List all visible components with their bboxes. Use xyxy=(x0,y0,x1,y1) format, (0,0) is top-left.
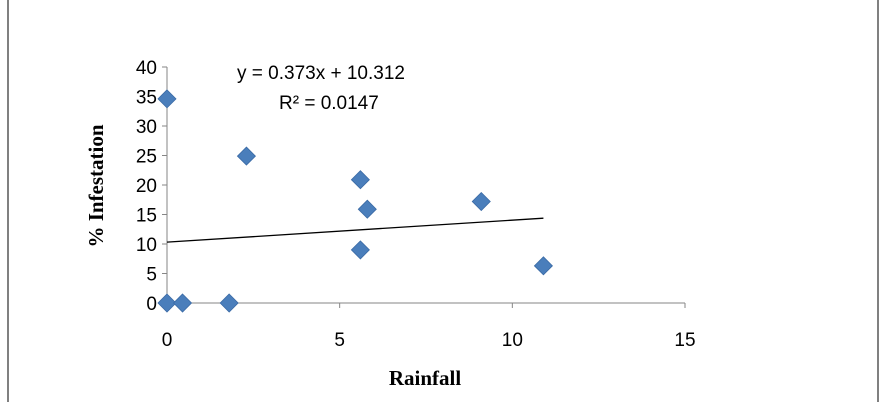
data-point xyxy=(219,293,239,313)
data-point xyxy=(350,170,370,190)
y-tick-label: 5 xyxy=(146,265,157,286)
x-tick-group: 0 5 10 15 xyxy=(162,303,696,351)
y-tick-label: 35 xyxy=(136,88,157,109)
y-tick-label: 0 xyxy=(146,294,157,315)
x-axis-title: Rainfall xyxy=(389,366,462,390)
data-point xyxy=(157,89,177,109)
data-point xyxy=(236,146,256,166)
data-points xyxy=(157,89,553,313)
data-point xyxy=(471,191,491,212)
y-axis-title: % Infestation xyxy=(84,124,108,247)
x-tick-label: 0 xyxy=(162,330,173,351)
trendline-r-squared: R² = 0.0147 xyxy=(279,93,379,114)
data-point xyxy=(172,293,193,313)
trendline xyxy=(166,217,544,243)
data-point xyxy=(357,199,377,219)
y-tick-label: 10 xyxy=(136,235,157,256)
x-tick-label: 5 xyxy=(334,330,345,351)
y-tick-label: 30 xyxy=(136,117,157,138)
data-point xyxy=(350,240,370,260)
data-point xyxy=(533,256,553,276)
y-tick-label: 15 xyxy=(136,206,157,227)
y-tick-label: 20 xyxy=(136,176,157,197)
y-tick-label: 25 xyxy=(136,147,157,168)
data-point xyxy=(157,293,177,313)
trendline-equation: y = 0.373x + 10.312 xyxy=(237,63,405,84)
x-tick-label: 15 xyxy=(674,330,695,351)
x-tick-label: 10 xyxy=(502,330,523,351)
y-tick-group: 0 5 10 15 20 25 30 35 40 xyxy=(136,58,167,315)
y-tick-label: 40 xyxy=(136,58,157,79)
